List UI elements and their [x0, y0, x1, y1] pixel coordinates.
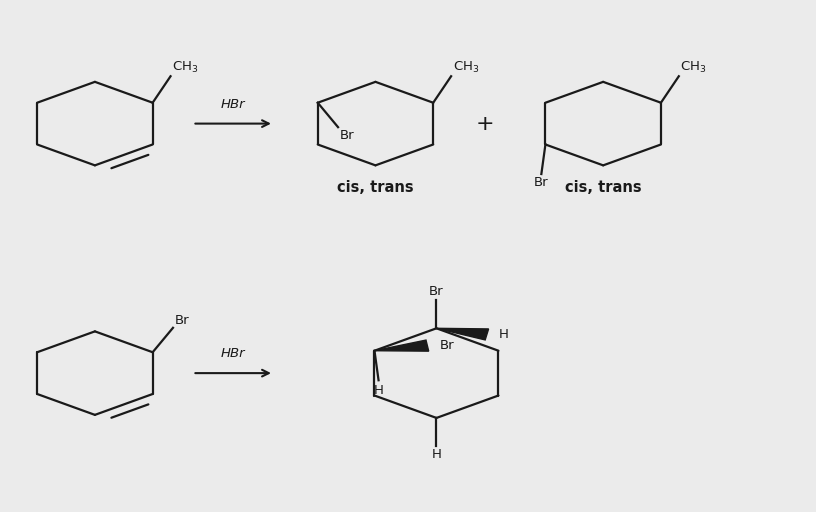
Text: Br: Br [440, 339, 455, 352]
Text: CH$_3$: CH$_3$ [453, 60, 479, 75]
Polygon shape [375, 340, 428, 351]
Text: H: H [374, 384, 384, 397]
Text: H: H [432, 449, 441, 461]
Text: +: + [476, 114, 494, 134]
Text: cis, trans: cis, trans [565, 180, 641, 195]
Text: CH$_3$: CH$_3$ [172, 60, 198, 75]
Polygon shape [437, 328, 489, 340]
Text: H: H [499, 328, 509, 341]
Text: cis, trans: cis, trans [337, 180, 414, 195]
Text: Br: Br [175, 314, 189, 327]
Text: HBr: HBr [221, 347, 246, 360]
Text: Br: Br [429, 285, 444, 298]
Text: Br: Br [534, 176, 548, 189]
Text: Br: Br [339, 129, 354, 142]
Text: HBr: HBr [221, 98, 246, 111]
Text: CH$_3$: CH$_3$ [681, 60, 707, 75]
